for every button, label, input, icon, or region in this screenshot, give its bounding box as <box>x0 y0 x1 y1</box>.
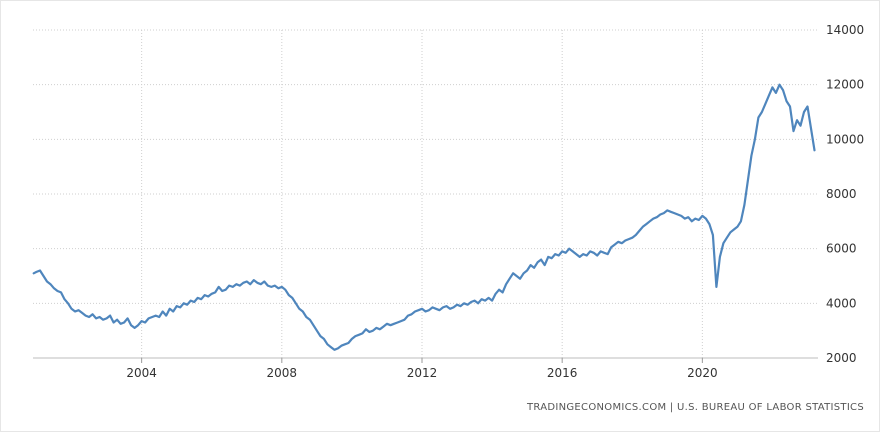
y-tick-label: 6000 <box>826 242 857 256</box>
x-tick-label: 2008 <box>267 366 298 380</box>
x-axis-ticks: 2004 2008 2012 2016 2020 <box>126 358 718 380</box>
y-tick-label: 4000 <box>826 296 857 310</box>
y-tick-label: 8000 <box>826 187 857 201</box>
series-line <box>32 83 816 351</box>
y-tick-label: 12000 <box>826 78 864 92</box>
y-tick-label: 14000 <box>826 23 864 37</box>
y-tick-label: 10000 <box>826 132 864 146</box>
x-tick-label: 2016 <box>547 366 578 380</box>
gridlines <box>33 29 818 359</box>
x-tick-label: 2020 <box>687 366 718 380</box>
plot-area <box>32 83 816 351</box>
y-tick-label: 2000 <box>826 351 857 365</box>
x-tick-label: 2004 <box>126 366 157 380</box>
x-tick-label: 2012 <box>407 366 438 380</box>
y-axis-ticks: 2000 4000 6000 8000 10000 12000 14000 <box>826 23 864 365</box>
source-credit: TRADINGECONOMICS.COM | U.S. BUREAU OF LA… <box>526 402 864 413</box>
